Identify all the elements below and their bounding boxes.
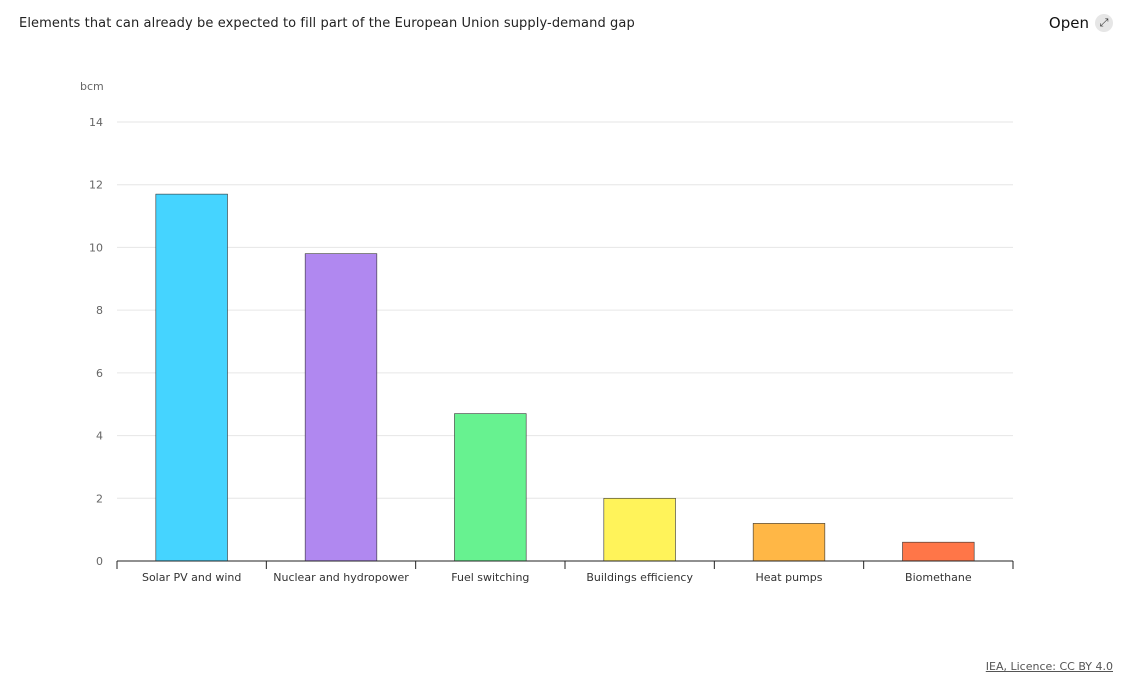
y-tick-label: 10 [89,241,103,254]
x-tick-label: Heat pumps [756,571,823,584]
y-tick-label: 12 [89,179,103,192]
y-axis-ticks: 0 2 4 6 8 10 12 14 [89,116,103,568]
license-link[interactable]: IEA, Licence: CC BY 4.0 [985,660,1113,673]
x-axis-labels: Solar PV and wind Nuclear and hydropower F… [142,571,972,584]
y-tick-label: 0 [96,555,103,568]
expand-arrow-icon: ⤢ [1095,14,1113,32]
bar[interactable] [155,193,228,562]
y-tick-label: 2 [96,492,103,505]
y-tick-label: 8 [96,304,103,317]
x-tick-label: Nuclear and hydropower [273,571,409,584]
chart-title: Elements that can already be expected to… [19,16,635,31]
bar[interactable] [752,523,826,562]
bar[interactable] [603,497,676,562]
y-tick-label: 4 [96,430,103,443]
x-tick-label: Fuel switching [451,571,529,584]
grid-lines [117,121,1013,499]
x-tick-label: Biomethane [905,571,972,584]
y-tick-label: 14 [89,116,103,129]
open-button[interactable]: Open ⤢ [1049,14,1113,32]
bar[interactable] [304,253,378,562]
y-axis-unit-label: bcm [80,80,104,93]
open-label: Open [1048,14,1089,32]
bar[interactable] [902,541,975,562]
bars [155,193,975,562]
y-tick-label: 6 [96,367,103,380]
x-axis [116,560,1014,569]
x-tick-label: Solar PV and wind [142,571,241,584]
bar[interactable] [454,413,527,562]
x-tick-label: Buildings efficiency [586,571,693,584]
